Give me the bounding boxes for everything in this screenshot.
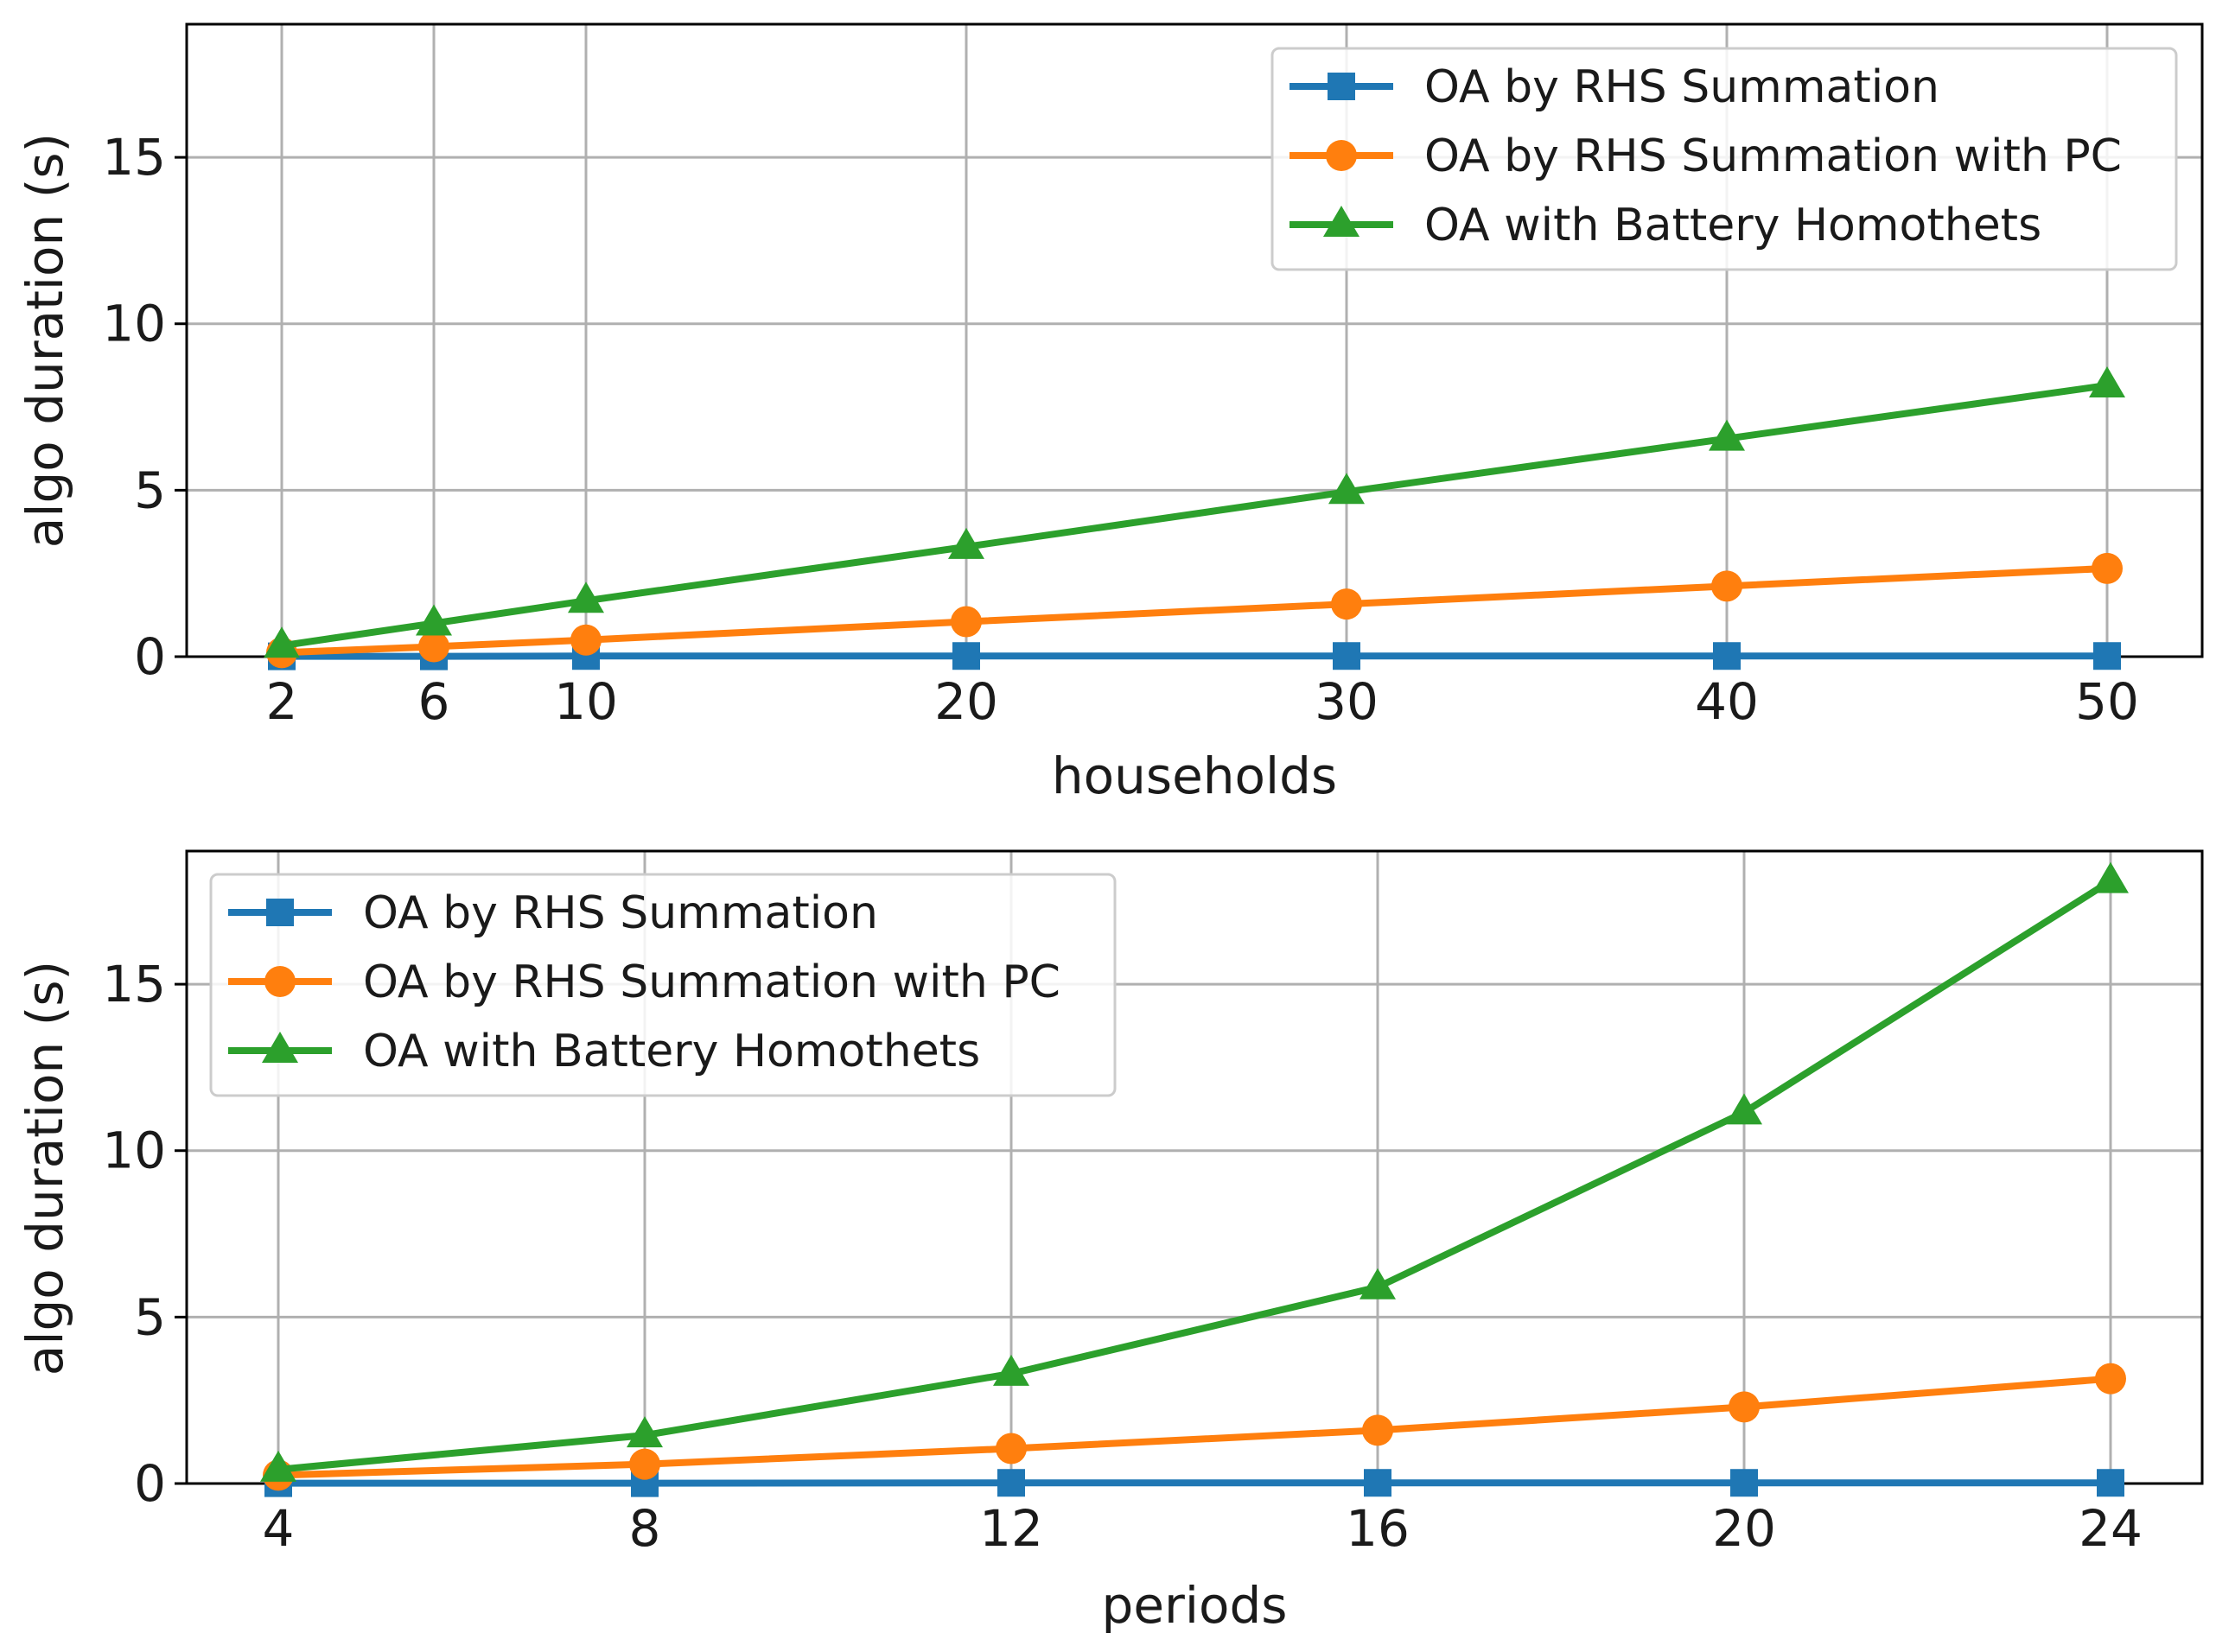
- data-point-square: [952, 642, 980, 670]
- data-point-square: [1730, 1469, 1758, 1497]
- data-point-square: [997, 1469, 1025, 1497]
- legend-label: OA by RHS Summation: [1424, 61, 1939, 113]
- y-tick-label: 10: [102, 1121, 166, 1180]
- data-point-circle: [1729, 1391, 1760, 1423]
- data-point-triangle: [948, 527, 984, 559]
- legend-box: [1270, 47, 2178, 271]
- data-point-triangle: [260, 1450, 296, 1482]
- x-tick-label: 40: [1695, 672, 1759, 731]
- x-axis-label: households: [1052, 747, 1337, 805]
- data-point-circle: [629, 1448, 660, 1480]
- data-point-circle: [1362, 1414, 1393, 1446]
- data-point-circle: [418, 631, 449, 663]
- legend-item: OA by RHS Summation with PC: [228, 956, 1060, 1008]
- legend: OA by RHS Summation OA by RHS Summation …: [1270, 47, 2178, 271]
- x-tick-label: 30: [1315, 672, 1379, 731]
- data-point-square: [2097, 1469, 2124, 1497]
- legend-label: OA by RHS Summation: [363, 887, 878, 939]
- legend-label: OA by RHS Summation with PC: [363, 956, 1060, 1008]
- x-tick-label: 4: [263, 1499, 295, 1558]
- y-tick-label: 0: [134, 1454, 166, 1513]
- series-line-2: [277, 1375, 2111, 1479]
- data-point-circle: [2095, 1363, 2126, 1395]
- y-tick-label: 15: [102, 128, 166, 187]
- data-point-triangle: [2089, 366, 2125, 398]
- legend: OA by RHS Summation OA by RHS Summation …: [209, 873, 1117, 1097]
- data-point-circle: [1711, 570, 1742, 602]
- data-point-triangle: [1360, 1268, 1396, 1299]
- x-axis-label: periods: [1102, 1576, 1288, 1635]
- axis-ticks: 2 6 10 20 30 40 50 0 5 10 15: [102, 128, 2139, 731]
- y-axis-label: algo duration (s): [16, 961, 74, 1376]
- data-point-triangle: [416, 604, 452, 636]
- legend-label: OA by RHS Summation with PC: [1424, 130, 2122, 182]
- chart-households: 2 6 10 20 30 40 50 0 5 10 15 households algo durat…: [16, 22, 2204, 805]
- legend-square-marker: [1328, 73, 1355, 100]
- data-point-triangle: [1726, 1093, 1762, 1125]
- data-point-square: [1333, 642, 1360, 670]
- data-point-circle: [1331, 588, 1362, 620]
- y-axis-label: algo duration (s): [16, 133, 74, 548]
- x-tick-label: 50: [2075, 672, 2139, 731]
- legend-label: OA with Battery Homothets: [363, 1026, 980, 1077]
- legend-triangle-marker: [1323, 206, 1360, 237]
- series-layer: [260, 861, 2129, 1497]
- legend-item: OA with Battery Homothets: [1289, 200, 2041, 251]
- data-point-triangle: [2092, 861, 2129, 893]
- legend-label: OA with Battery Homothets: [1424, 200, 2041, 251]
- x-tick-label: 8: [629, 1499, 661, 1558]
- axis-ticks: 4 8 12 16 20 24 0 5 10 15: [102, 955, 2143, 1558]
- legend-item: OA by RHS Summation: [1289, 61, 1939, 113]
- x-tick-label: 20: [1712, 1499, 1776, 1558]
- x-tick-label: 12: [979, 1499, 1043, 1558]
- y-tick-label: 5: [134, 1287, 166, 1346]
- data-point-circle: [996, 1433, 1027, 1465]
- x-tick-label: 16: [1346, 1499, 1410, 1558]
- x-tick-label: 20: [934, 672, 998, 731]
- y-tick-label: 0: [134, 627, 166, 686]
- data-point-triangle: [264, 626, 300, 658]
- x-tick-label: 10: [554, 672, 618, 731]
- y-tick-label: 10: [102, 295, 166, 353]
- data-point-triangle: [1709, 419, 1745, 451]
- series-line-2: [281, 564, 2108, 657]
- x-tick-label: 2: [266, 672, 298, 731]
- data-point-triangle: [993, 1354, 1029, 1386]
- series-line-3: [277, 878, 2113, 1473]
- legend-item: OA with Battery Homothets: [228, 1026, 980, 1077]
- legend-item: OA by RHS Summation with PC: [1289, 130, 2122, 182]
- data-point-square: [2093, 642, 2121, 670]
- legend-item: OA by RHS Summation: [228, 887, 878, 939]
- series-layer: [264, 366, 2125, 670]
- legend-triangle-marker: [262, 1032, 298, 1063]
- data-point-triangle: [568, 581, 604, 613]
- x-tick-label: 6: [418, 672, 450, 731]
- legend-circle-marker: [264, 966, 296, 997]
- legend-square-marker: [266, 899, 294, 926]
- y-tick-label: 15: [102, 955, 166, 1013]
- data-point-circle: [951, 606, 982, 638]
- series-line-3: [281, 382, 2108, 650]
- legend-circle-marker: [1326, 140, 1357, 171]
- data-point-triangle: [1328, 473, 1365, 505]
- chart-periods: 4 8 12 16 20 24 0 5 10 15 periods algo duration (…: [16, 849, 2204, 1635]
- data-point-triangle: [627, 1416, 663, 1448]
- data-point-square: [1364, 1469, 1391, 1497]
- data-point-square: [1713, 642, 1741, 670]
- data-point-circle: [570, 624, 602, 656]
- data-point-circle: [2092, 552, 2123, 584]
- y-tick-label: 5: [134, 461, 166, 519]
- x-tick-label: 24: [2079, 1499, 2143, 1558]
- legend-box: [209, 873, 1117, 1097]
